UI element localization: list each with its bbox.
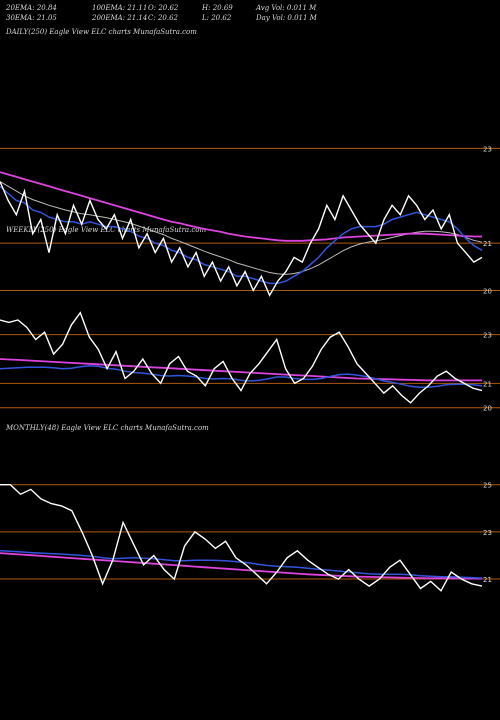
header-open: O: 20.62: [148, 4, 179, 12]
weekly-ytick-2: 23: [483, 332, 492, 340]
weekly-price-line: [0, 311, 483, 404]
daily-ema_fast-line: [0, 185, 483, 285]
daily-chart-title: DAILY(250) Eagle View ELC charts MunafaS…: [6, 28, 197, 36]
daily-ema_slow-line: [0, 171, 482, 242]
header-avg-vol: Avg Vol: 0.011 M: [256, 4, 317, 12]
daily-ema_other-line: [0, 181, 483, 275]
weekly-ema_fast-line: [0, 365, 483, 388]
daily-price-line: [0, 181, 483, 297]
header-close: C: 20.62: [148, 14, 178, 22]
monthly-ema_slow-line: [0, 552, 482, 580]
header-20ema: 20EMA: 20.84: [6, 4, 57, 12]
header-day-vol: Day Vol: 0.011 M: [256, 14, 317, 22]
daily-ytick-1: 21: [483, 240, 492, 248]
daily-ytick-2: 23: [483, 145, 492, 153]
daily-ytick-0: 20: [483, 288, 492, 296]
weekly-ema_slow-line: [0, 358, 482, 382]
weekly-ytick-1: 21: [483, 380, 492, 388]
weekly-chart-title: WEEKLY(250) Eagle View ELC charts Munafa…: [6, 226, 207, 234]
monthly-ytick-0: 21: [483, 576, 492, 584]
monthly-chart-title: MONTHLY(48) Eagle View ELC charts Munafa…: [6, 424, 209, 432]
header-high: H: 20.69: [202, 4, 233, 12]
header-100ema: 100EMA: 21.11: [92, 4, 148, 12]
monthly-ytick-2: 25: [483, 482, 492, 490]
weekly-ytick-0: 20: [483, 405, 492, 413]
monthly-ytick-1: 23: [483, 529, 492, 537]
header-30ema: 30EMA: 21.05: [6, 14, 57, 22]
header-low: L: 20.62: [202, 14, 232, 22]
monthly-price-line: [0, 484, 483, 592]
header-200ema: 200EMA: 21.14: [92, 14, 148, 22]
